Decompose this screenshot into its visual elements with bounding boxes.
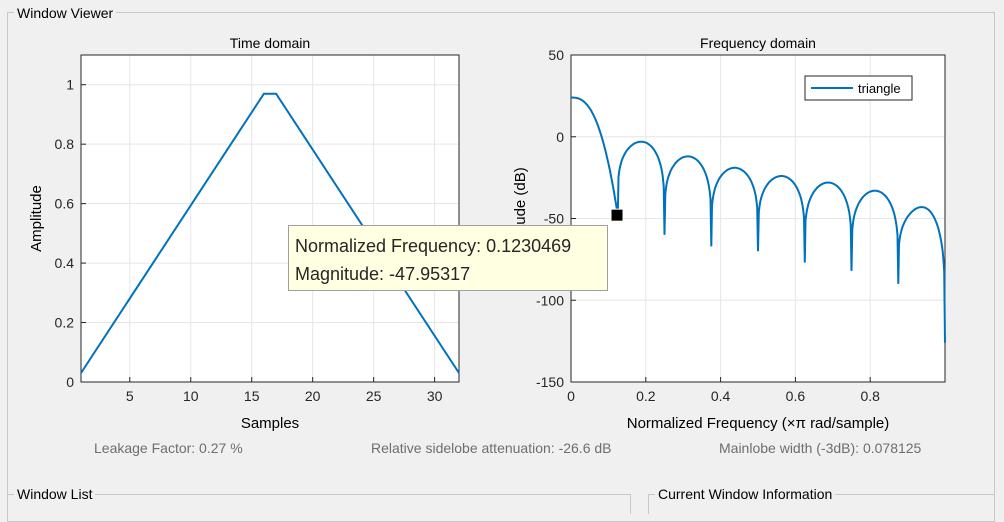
plot-area	[81, 55, 459, 382]
y-tick-label: 0	[66, 374, 74, 390]
x-tick-label: 15	[244, 388, 260, 404]
x-tick-label: 0.6	[786, 388, 806, 404]
y-tick-label: 50	[548, 47, 564, 63]
mainlobe-width-text: Mainlobe width (-3dB): 0.078125	[719, 440, 922, 456]
legend-box	[804, 75, 913, 101]
x-tick-label: 0	[567, 388, 575, 404]
x-tick-label: 5	[126, 388, 134, 404]
chart-title: Time domain	[230, 35, 310, 51]
y-tick-label: 0.8	[55, 136, 75, 152]
data-tip: Normalized Frequency: 0.1230469 Magnitud…	[288, 225, 608, 291]
data-tip-marker	[610, 208, 624, 222]
legend: triangle	[804, 75, 913, 101]
x-tick-label: 30	[427, 388, 443, 404]
x-axis-label: Samples	[241, 415, 299, 432]
charts-canvas: 5 10 15 20 25 30 0 0.2 0.4 0.6 0.8 1 Time domain Samp…	[28, 35, 946, 432]
data-tip-magnitude: Magnitude: -47.95317	[295, 264, 471, 284]
triangle-series-line	[571, 96, 946, 343]
window-viewer-title: Window Viewer	[14, 5, 117, 21]
frequency-domain-plot[interactable]: 0 0.2 0.4 0.6 0.8 -150 -100 -50 0 50 Frequency dom…	[512, 35, 946, 432]
current-window-info-title: Current Window Information	[655, 486, 836, 502]
window-list-panel	[7, 494, 631, 514]
y-tick-label: -150	[536, 374, 564, 390]
y-tick-label: 0.2	[55, 315, 75, 331]
y-tick-label: 1	[66, 77, 74, 93]
y-axis-label: Amplitude	[28, 185, 45, 252]
x-tick-label: 25	[366, 388, 382, 404]
x-tick-label: 0.4	[711, 388, 731, 404]
axes-box	[80, 54, 460, 383]
window-list-title: Window List	[14, 486, 96, 502]
x-tick-label: 20	[305, 388, 321, 404]
y-tick-label: 0.4	[55, 255, 75, 271]
x-tick-label: 10	[183, 388, 199, 404]
y-tick-label: -50	[544, 211, 564, 227]
data-tip-frequency: Normalized Frequency: 0.1230469	[295, 236, 572, 256]
y-tick-label: -100	[536, 292, 564, 308]
y-tick-label: 0.6	[55, 196, 75, 212]
leakage-factor-text: Leakage Factor: 0.27 %	[94, 440, 243, 456]
y-tick-label: 0	[556, 129, 564, 145]
time-domain-plot[interactable]: 5 10 15 20 25 30 0 0.2 0.4 0.6 0.8 1 Time domain Samp…	[28, 35, 460, 432]
sidelobe-attenuation-text: Relative sidelobe attenuation: -26.6 dB	[371, 440, 612, 456]
chart-title: Frequency domain	[700, 35, 816, 51]
x-tick-label: 0.2	[636, 388, 656, 404]
legend-label: triangle	[858, 81, 901, 96]
x-axis-label: Normalized Frequency (×π rad/sample)	[627, 415, 890, 432]
x-tick-label: 0.8	[860, 388, 880, 404]
